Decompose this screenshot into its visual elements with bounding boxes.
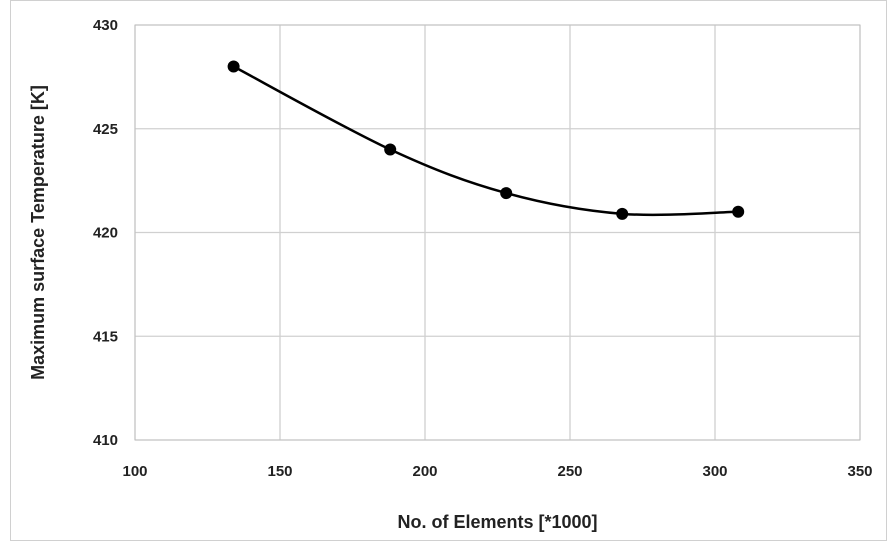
data-point [616, 207, 629, 220]
data-point [500, 187, 513, 200]
plot-area [134, 24, 861, 441]
series-line [233, 65, 739, 217]
x-tick-label: 250 [557, 463, 582, 480]
y-axis-title: Maximum surface Temperature [K] [28, 85, 48, 380]
y-tick-label: 420 [93, 225, 118, 242]
data-point [732, 205, 745, 218]
x-tick-label: 150 [267, 463, 292, 480]
y-tick-label: 410 [93, 432, 118, 449]
x-tick-label: 200 [412, 463, 437, 480]
x-tick-label: 100 [122, 463, 147, 480]
data-points [227, 60, 745, 220]
data-point [384, 143, 397, 156]
chart-frame [10, 0, 887, 541]
y-tick-label: 415 [93, 328, 118, 345]
y-tick-labels: 410 415 420 425 430 [93, 17, 118, 449]
data-point [227, 60, 240, 73]
x-tick-label: 300 [702, 463, 727, 480]
y-tick-label: 425 [93, 121, 118, 138]
x-axis-title: No. of Elements [*1000] [397, 512, 597, 532]
grid [134, 24, 861, 441]
x-tick-labels: 100 150 200 250 300 350 [122, 463, 872, 480]
y-tick-label: 430 [93, 17, 118, 34]
x-tick-label: 350 [847, 463, 872, 480]
